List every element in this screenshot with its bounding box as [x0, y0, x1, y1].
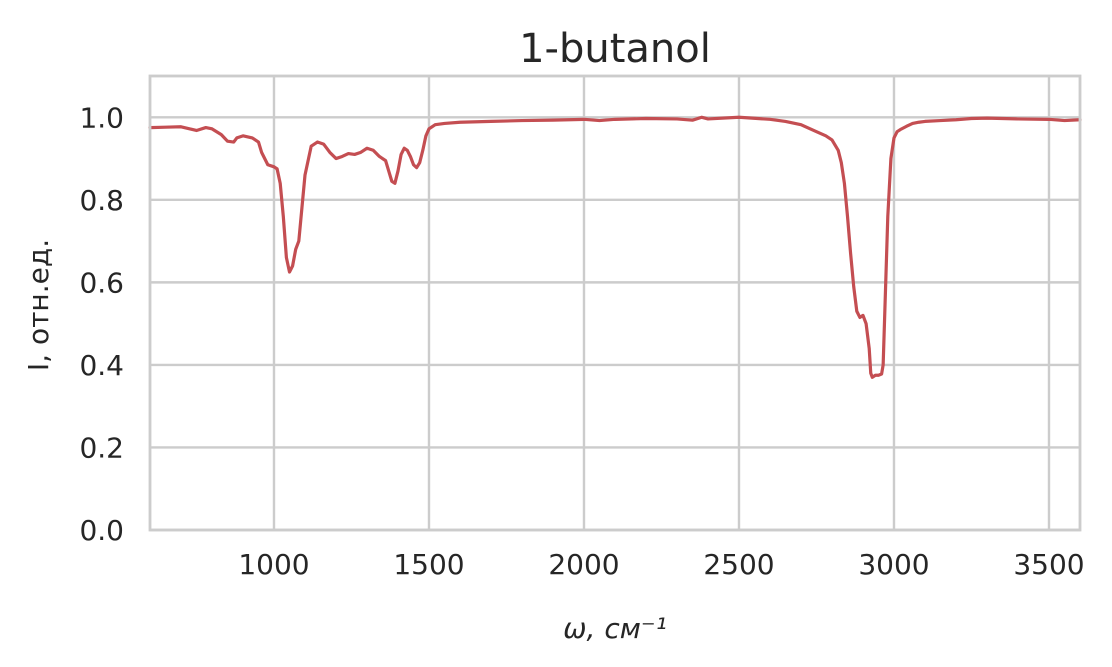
x-tick-label: 1000 — [238, 548, 309, 581]
x-tick-labels: 1000 1500 2000 2500 3000 3500 — [238, 548, 1084, 581]
chart-title: 1-butanol — [519, 26, 711, 72]
y-tick-label: 0.8 — [79, 184, 124, 217]
series-line — [148, 115, 1082, 379]
y-tick-label: 1.0 — [79, 101, 124, 134]
x-tick-label: 3000 — [858, 548, 929, 581]
x-tick-label: 3500 — [1013, 548, 1084, 581]
x-axis-label: ω, см⁻¹ — [563, 612, 667, 645]
y-tick-label: 0.2 — [79, 431, 124, 464]
y-tick-label: 0.0 — [79, 514, 124, 547]
y-tick-label: 0.6 — [79, 266, 124, 299]
y-tick-label: 0.4 — [79, 349, 124, 382]
x-tick-label: 2500 — [703, 548, 774, 581]
y-tick-labels: 0.0 0.2 0.4 0.6 0.8 1.0 — [79, 101, 124, 547]
plot-frame — [148, 74, 1082, 532]
y-axis-label: I, отн.ед. — [22, 239, 55, 371]
x-tick-label: 1500 — [393, 548, 464, 581]
x-tick-label: 2000 — [548, 548, 619, 581]
series-layer — [148, 115, 1082, 379]
gridlines — [150, 76, 1080, 532]
